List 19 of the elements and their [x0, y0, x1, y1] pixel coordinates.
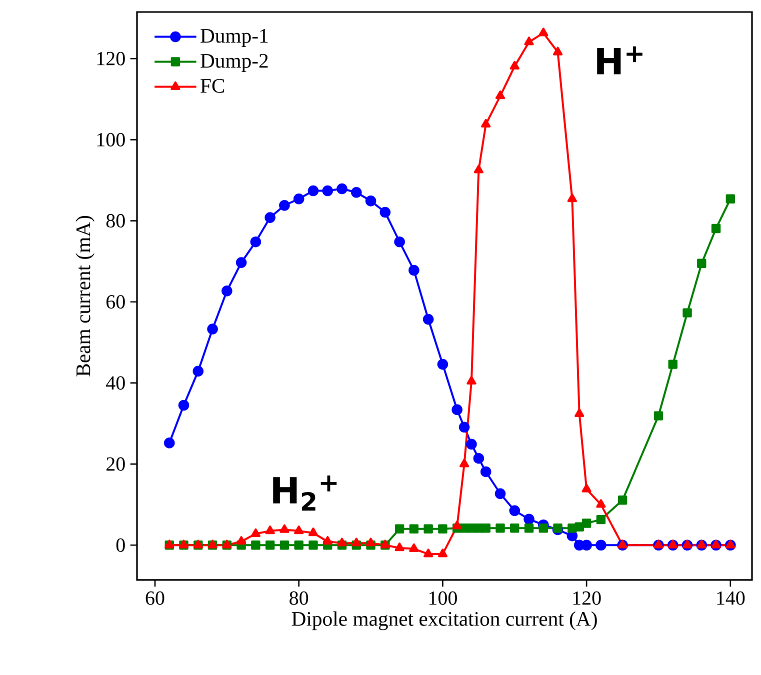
legend-label: Dump-1: [200, 28, 268, 47]
x-tick-label: 60: [146, 591, 164, 605]
legend-label: FC: [200, 78, 224, 93]
y-axis-title: Beam current (mA): [76, 216, 94, 376]
y-tick-label: 20: [106, 457, 125, 471]
y-tick-label: 60: [106, 295, 125, 309]
x-axis-title: Dipole magnet excitation current (A): [292, 611, 597, 630]
x-tick-label: 80: [290, 591, 308, 605]
y-tick-label: 0: [116, 538, 125, 552]
x-tick-label: 100: [429, 591, 457, 605]
x-tick-label: 120: [573, 591, 601, 605]
annotation: H$_{2}$+: [273, 476, 337, 511]
y-tick-label: 100: [97, 132, 125, 146]
x-tick-label: 140: [717, 591, 745, 605]
y-tick-label: 120: [97, 52, 125, 66]
legend-label: Dump-2: [200, 54, 268, 72]
y-tick-label: 80: [106, 214, 125, 228]
annotation: H$^{+}$: [597, 46, 642, 74]
y-tick-label: 40: [106, 376, 125, 390]
